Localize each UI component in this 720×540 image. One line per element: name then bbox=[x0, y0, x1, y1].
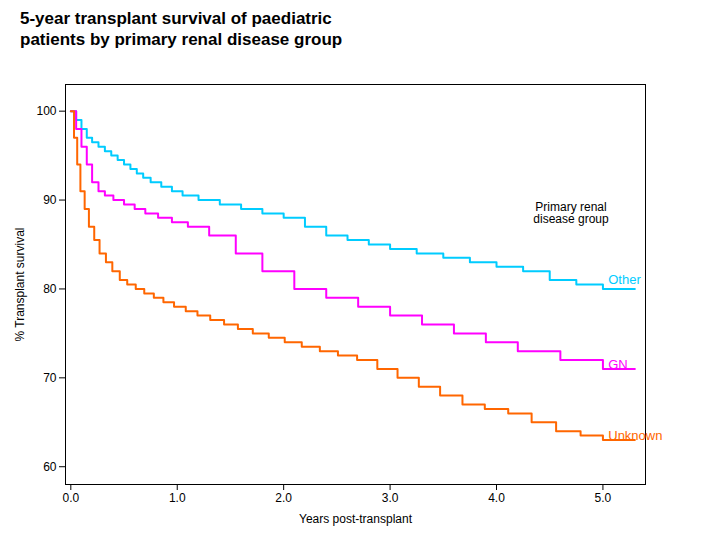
svg-text:70: 70 bbox=[43, 371, 57, 385]
svg-text:Unknown: Unknown bbox=[608, 428, 662, 443]
html-text:5-year transplant survival of: 5-year transplant survival of paediatric… bbox=[20, 9, 343, 50]
svg-text:80: 80 bbox=[43, 282, 57, 296]
svg-text:4.0: 4.0 bbox=[488, 491, 505, 505]
svg-text:Years post-transplant: Years post-transplant bbox=[299, 512, 413, 526]
svg-text:100: 100 bbox=[36, 104, 56, 118]
svg-text:3.0: 3.0 bbox=[382, 491, 399, 505]
svg-text:0.0: 0.0 bbox=[62, 491, 79, 505]
svg-text:2.0: 2.0 bbox=[275, 491, 292, 505]
svg-text:Primary renaldisease group: Primary renaldisease group bbox=[533, 200, 609, 226]
svg-text:GN: GN bbox=[608, 357, 628, 372]
svg-text:1.0: 1.0 bbox=[169, 491, 186, 505]
svg-text:5.0: 5.0 bbox=[595, 491, 612, 505]
svg-text:60: 60 bbox=[43, 460, 57, 474]
svg-text:% Transplant survival: % Transplant survival bbox=[13, 227, 27, 341]
svg-text:Other: Other bbox=[608, 272, 641, 287]
svg-text:90: 90 bbox=[43, 193, 57, 207]
